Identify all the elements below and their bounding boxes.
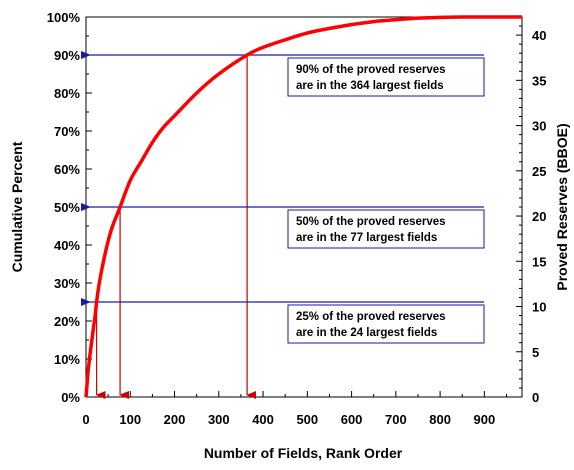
- y-right-tick-label: 0: [532, 390, 539, 405]
- y-left-tick-label: 30%: [54, 276, 80, 291]
- y-left-axis: 0% 10% 20% 30% 40% 50% 60% 70% 80% 90% 100%: [47, 10, 92, 405]
- annotation-box: [287, 304, 485, 344]
- annotation-box: [287, 209, 485, 249]
- y-right-tick-label: 35: [532, 73, 546, 88]
- y-left-tick-label: 40%: [54, 238, 80, 253]
- x-tick-label: 800: [429, 412, 451, 427]
- y-right-tick-label: 15: [532, 254, 546, 269]
- x-axis: 0 100 200 300 400 500 600 700 800 900: [82, 391, 508, 427]
- y-left-tick-label: 100%: [47, 10, 81, 25]
- y-left-tick-label: 10%: [54, 352, 80, 367]
- x-tick-label: 0: [82, 412, 89, 427]
- annotation-line2: are in the 77 largest fields: [296, 232, 437, 244]
- x-tick-label: 500: [296, 412, 318, 427]
- y-left-tick-label: 90%: [54, 48, 80, 63]
- x-tick-label: 200: [164, 412, 186, 427]
- annotation-line2: are in the 364 largest fields: [296, 80, 444, 92]
- x-tick-label: 600: [341, 412, 363, 427]
- annotation-line2: are in the 24 largest fields: [296, 327, 437, 339]
- y-left-tick-label: 0%: [61, 390, 80, 405]
- y-left-tick-label: 60%: [54, 162, 80, 177]
- y-left-tick-label: 80%: [54, 86, 80, 101]
- y-right-tick-label: 10: [532, 300, 546, 315]
- x-tick-label: 300: [208, 412, 230, 427]
- y-right-tick-label: 30: [532, 119, 546, 134]
- annotation-box: [287, 57, 485, 97]
- y-left-tick-label: 20%: [54, 314, 80, 329]
- y-right-tick-label: 40: [532, 28, 546, 43]
- annotation-line1: 25% of the proved reserves: [296, 311, 446, 323]
- x-tick-label: 900: [474, 412, 496, 427]
- x-axis-title: Number of Fields, Rank Order: [204, 445, 403, 461]
- annotation-line1: 90% of the proved reserves: [296, 64, 446, 76]
- y-right-tick-label: 20: [532, 209, 546, 224]
- annotation-line1: 50% of the proved reserves: [296, 216, 446, 228]
- x-tick-label: 100: [119, 412, 141, 427]
- cumulative-percent-line: [84, 15, 522, 398]
- y-left-axis-title: Cumulative Percent: [9, 141, 25, 272]
- y-right-tick-label: 25: [532, 164, 546, 179]
- x-tick-label: 400: [252, 412, 274, 427]
- y-right-axis-title: Proved Reserves (BBOE): [554, 123, 570, 290]
- y-right-axis: 0 5 10 15 20 25 30 35 40: [516, 16, 546, 405]
- y-right-tick-label: 5: [532, 345, 539, 360]
- y-left-tick-label: 70%: [54, 124, 80, 139]
- annotations: 90% of the proved reserves are in the 364…: [81, 51, 485, 399]
- y-left-tick-label: 50%: [54, 200, 80, 215]
- x-tick-label: 700: [385, 412, 407, 427]
